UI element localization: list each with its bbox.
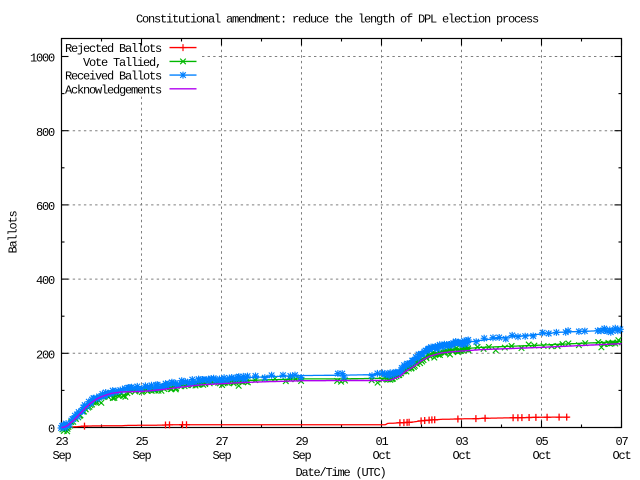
svg-text:Sep: Sep: [292, 449, 311, 463]
svg-text:Rejected Ballots: Rejected Ballots: [65, 42, 162, 56]
svg-text:800: 800: [36, 126, 55, 140]
svg-text:Constitutional amendment: redu: Constitutional amendment: reduce the len…: [136, 13, 539, 27]
svg-text:Received Ballots: Received Ballots: [65, 70, 162, 84]
svg-text:29: 29: [295, 435, 308, 449]
svg-text:600: 600: [36, 200, 55, 214]
svg-text:1000: 1000: [30, 52, 55, 66]
svg-text:03: 03: [455, 435, 468, 449]
svg-text:400: 400: [36, 274, 55, 288]
svg-text:25: 25: [135, 435, 148, 449]
svg-text:Oct: Oct: [532, 449, 550, 463]
svg-text:Oct: Oct: [452, 449, 470, 463]
svg-text:Date/Time (UTC): Date/Time (UTC): [295, 466, 385, 480]
svg-text:Ballots: Ballots: [7, 211, 21, 254]
svg-text:27: 27: [215, 435, 228, 449]
svg-text:Sep: Sep: [52, 449, 71, 463]
svg-text:0: 0: [48, 423, 55, 437]
svg-text:Oct: Oct: [372, 449, 390, 463]
svg-text:05: 05: [535, 435, 548, 449]
svg-text:23: 23: [55, 435, 68, 449]
svg-text:07: 07: [615, 435, 628, 449]
svg-text:01: 01: [375, 435, 388, 449]
svg-text:Oct: Oct: [612, 449, 630, 463]
svg-text:200: 200: [36, 348, 55, 362]
svg-text:Sep: Sep: [132, 449, 151, 463]
svg-text:Acknowledgements: Acknowledgements: [65, 83, 162, 97]
svg-text:Sep: Sep: [212, 449, 231, 463]
svg-text:Vote Tallied,: Vote Tallied,: [83, 56, 161, 70]
